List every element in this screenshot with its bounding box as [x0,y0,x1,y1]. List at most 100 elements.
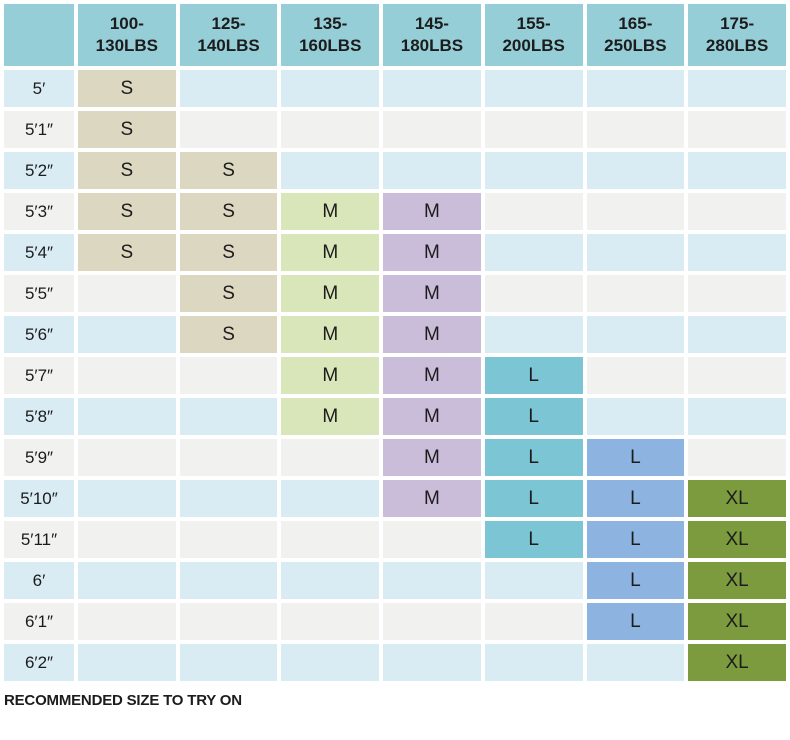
empty-cell [484,70,583,107]
row-label: 5′10″ [4,480,74,517]
row-label: 5′11″ [4,521,74,558]
size-cell: XL [688,562,786,599]
table-row: 5′7″ M M L [4,357,786,394]
empty-cell [688,234,786,271]
empty-cell [78,439,176,476]
size-cell: XL [688,480,786,517]
empty-cell [179,562,278,599]
empty-cell [383,70,481,107]
size-cell: L [484,357,583,394]
size-cell: S [78,111,176,148]
row-label: 5′6″ [4,316,74,353]
empty-cell [78,562,176,599]
size-cell: S [78,234,176,271]
empty-cell [688,70,786,107]
row-label: 5′7″ [4,357,74,394]
row-label: 6′2″ [4,644,74,681]
table-row: 5′10″ M L L XL [4,480,786,517]
empty-cell [586,152,685,189]
empty-cell [484,111,583,148]
empty-cell [179,70,278,107]
size-cell: M [281,398,380,435]
size-cell: XL [688,644,786,681]
table-row: 5′8″ M M L [4,398,786,435]
table-row: 6′1″ L XL [4,603,786,640]
size-cell: S [179,193,278,230]
empty-cell [281,111,380,148]
empty-cell [281,644,380,681]
size-cell: M [383,316,481,353]
row-label: 6′ [4,562,74,599]
empty-cell [383,562,481,599]
empty-cell [383,644,481,681]
empty-cell [688,357,786,394]
empty-cell [688,275,786,312]
column-header-4: 155- 200LBS [484,4,583,66]
header-row: 100- 130LBS 125- 140LBS 135- 160LBS 145- 18… [4,4,786,66]
empty-cell [586,275,685,312]
empty-cell [484,603,583,640]
empty-cell [484,234,583,271]
empty-cell [383,603,481,640]
empty-cell [179,439,278,476]
empty-cell [281,70,380,107]
size-cell: S [78,70,176,107]
size-cell: L [484,521,583,558]
size-cell: S [179,275,278,312]
empty-cell [179,480,278,517]
size-cell: L [586,562,685,599]
empty-cell [586,111,685,148]
empty-cell [688,193,786,230]
empty-cell [281,439,380,476]
size-cell: M [281,193,380,230]
size-cell: L [586,521,685,558]
column-header-5: 165- 250LBS [586,4,685,66]
table-row: 5′6″ S M M [4,316,786,353]
table-row: 5′9″ M L L [4,439,786,476]
size-cell: M [383,357,481,394]
table-row: 5′5″ S M M [4,275,786,312]
chart-body: 5′ S 5′1″ S 5′2″ S S 5′3″ S S M M 5′4″ S S M M 5′5″ S M M 5′6… [4,70,786,681]
empty-cell [179,603,278,640]
size-chart: 100- 130LBS 125- 140LBS 135- 160LBS 145- 18… [4,4,786,709]
table-row: 5′4″ S S M M [4,234,786,271]
column-header-0: 100- 130LBS [78,4,176,66]
empty-cell [179,398,278,435]
empty-cell [484,275,583,312]
empty-cell [281,480,380,517]
empty-cell [78,521,176,558]
empty-cell [281,152,380,189]
column-header-1: 125- 140LBS [179,4,278,66]
empty-cell [586,357,685,394]
empty-cell [484,644,583,681]
footer-note: RECOMMENDED SIZE TO TRY ON [4,692,242,709]
size-cell: S [179,316,278,353]
row-label: 5′9″ [4,439,74,476]
size-cell: L [484,480,583,517]
column-header-2: 135- 160LBS [281,4,380,66]
size-cell: M [383,275,481,312]
size-cell: M [383,234,481,271]
size-cell: M [383,398,481,435]
empty-cell [688,111,786,148]
row-label: 5′2″ [4,152,74,189]
size-cell: XL [688,603,786,640]
table-row: 5′3″ S S M M [4,193,786,230]
empty-cell [586,234,685,271]
empty-cell [179,521,278,558]
table-row: 6′2″ XL [4,644,786,681]
size-cell: M [281,234,380,271]
size-cell: M [281,275,380,312]
empty-cell [78,603,176,640]
table-row: 5′2″ S S [4,152,786,189]
empty-cell [484,152,583,189]
table-row: 5′11″ L L XL [4,521,786,558]
row-label: 5′5″ [4,275,74,312]
empty-cell [688,152,786,189]
size-cell: S [179,234,278,271]
empty-cell [383,152,481,189]
size-cell: M [383,193,481,230]
size-cell: S [78,152,176,189]
row-label: 5′ [4,70,74,107]
empty-cell [586,193,685,230]
